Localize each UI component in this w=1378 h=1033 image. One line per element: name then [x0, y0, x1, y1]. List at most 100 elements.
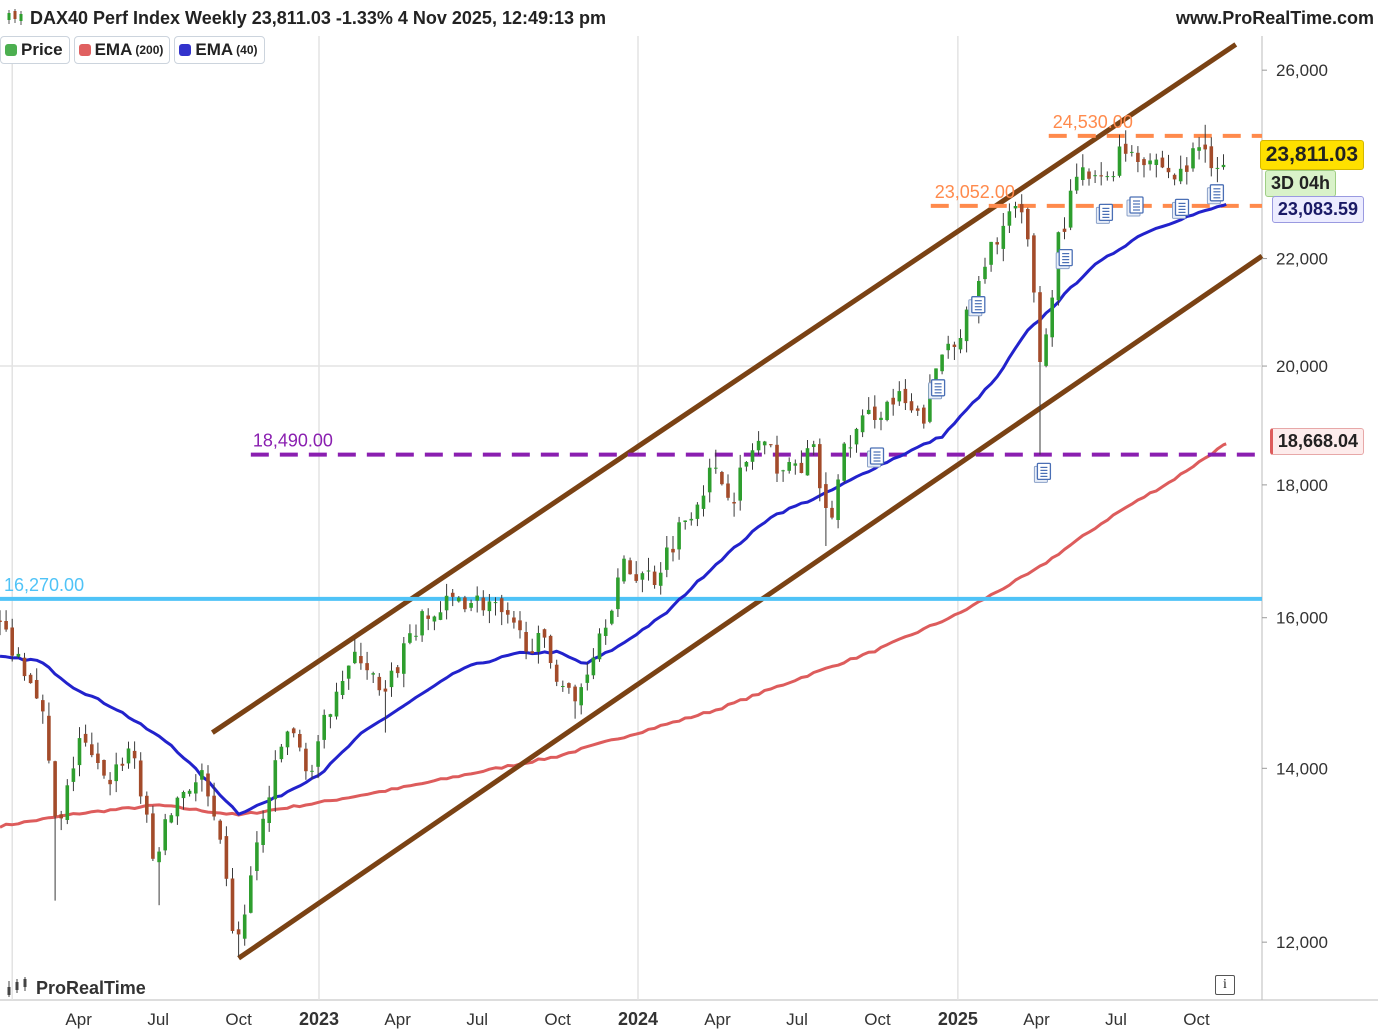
candle-body: [120, 763, 125, 766]
candle-body: [958, 338, 963, 350]
legend-ema40-period: (40): [236, 43, 258, 57]
candle-body: [28, 674, 33, 684]
candle-body: [457, 597, 461, 602]
x-tick-label: Apr: [704, 1010, 731, 1029]
x-tick-label: Oct: [225, 1010, 252, 1029]
channel-lines: [210, 42, 1264, 961]
candle-body: [1130, 151, 1134, 153]
candle-body: [873, 406, 877, 420]
info-button[interactable]: i: [1215, 975, 1235, 995]
news-icon[interactable]: [1172, 198, 1190, 219]
event-markers[interactable]: [867, 184, 1225, 483]
candle-body: [487, 601, 492, 612]
candle-body: [866, 409, 871, 414]
candle-body: [218, 820, 222, 840]
candle-body: [1136, 152, 1140, 162]
candle-body: [658, 572, 663, 586]
candle-body: [634, 574, 638, 581]
candle-body: [591, 657, 596, 676]
candle-body: [1013, 206, 1018, 209]
candle-body: [389, 670, 394, 688]
y-tick-label: 12,000: [1276, 933, 1328, 952]
candle-body: [1093, 175, 1097, 177]
news-icon[interactable]: [1126, 196, 1144, 217]
y-tick-label: 20,000: [1276, 357, 1328, 376]
news-icon[interactable]: [968, 296, 986, 317]
candle-body: [77, 738, 82, 766]
candle-body: [518, 620, 522, 631]
candle-body: [805, 448, 810, 476]
level-lines: [0, 133, 1262, 601]
candle-body: [493, 602, 498, 604]
candle-body: [383, 688, 388, 692]
candle-body: [903, 388, 908, 404]
news-icon[interactable]: [928, 379, 946, 400]
candle-body: [567, 683, 571, 688]
y-tick-label: 14,000: [1276, 759, 1328, 778]
candlestick-icon: [7, 9, 23, 25]
candle-body: [1185, 165, 1189, 172]
candle-body: [1087, 171, 1091, 179]
candle-body: [915, 408, 920, 411]
legend-price[interactable]: Price: [0, 36, 70, 64]
news-icon[interactable]: [1095, 203, 1114, 224]
candle-body: [340, 681, 345, 695]
candle-body: [781, 470, 785, 472]
candle-body: [420, 611, 424, 636]
news-icon[interactable]: [1055, 248, 1073, 270]
candle-body: [616, 577, 620, 610]
x-tick-label: Jul: [466, 1010, 488, 1029]
candle-body: [90, 744, 94, 756]
legend-ema40[interactable]: EMA (40): [174, 36, 265, 64]
candle-body: [1068, 190, 1073, 228]
legend-ema200-period: (200): [135, 43, 164, 57]
candle-body: [854, 428, 859, 445]
candle-body: [885, 401, 889, 420]
candle-body: [1111, 176, 1116, 178]
news-icon[interactable]: [867, 447, 885, 468]
x-tick-label: Apr: [384, 1010, 411, 1029]
news-icon-page: [1129, 196, 1144, 214]
candle-body: [542, 629, 547, 638]
candle-body: [353, 651, 357, 664]
candle-body: [267, 797, 271, 823]
legend-ema200[interactable]: EMA (200): [73, 36, 171, 64]
candle-body: [1160, 157, 1165, 168]
candle-body: [83, 733, 88, 743]
candle-body: [402, 643, 406, 674]
candle-body: [1154, 159, 1159, 165]
level-labels: 16,270.00 18,490.00 23,052.00 24,530.00: [4, 112, 1133, 595]
candle-body: [41, 700, 45, 712]
candle-body: [132, 750, 137, 759]
candle-body: [242, 914, 247, 939]
site-url[interactable]: www.ProRealTime.com: [1175, 8, 1374, 28]
candle-body: [1105, 176, 1110, 178]
channel-lower: [237, 253, 1264, 961]
candle-body: [181, 792, 186, 799]
candle-body: [989, 241, 993, 265]
candle-body: [524, 632, 528, 652]
y-tick-label: 18,000: [1276, 476, 1328, 495]
candle-body: [236, 929, 241, 935]
candle-body: [824, 484, 828, 508]
candles: [0, 124, 1226, 957]
news-icon[interactable]: [1206, 184, 1225, 205]
candle-body: [640, 573, 645, 580]
candle-body: [1117, 146, 1122, 176]
candle-body: [1172, 174, 1177, 180]
news-icon[interactable]: [1033, 462, 1052, 483]
candle-body: [0, 620, 2, 622]
x-tick-label: Oct: [864, 1010, 891, 1029]
candle-body: [426, 615, 430, 619]
candle-body: [977, 281, 981, 311]
candle-body: [138, 760, 143, 797]
last-price-box: 23,811.03: [1259, 140, 1364, 170]
plot-background: [0, 36, 1262, 1000]
candle-body: [573, 686, 577, 702]
candle-body: [285, 731, 290, 748]
candle-body: [444, 595, 449, 611]
candle-body: [322, 714, 326, 740]
x-tick-label: 2023: [299, 1009, 339, 1029]
candle-body: [334, 691, 339, 717]
